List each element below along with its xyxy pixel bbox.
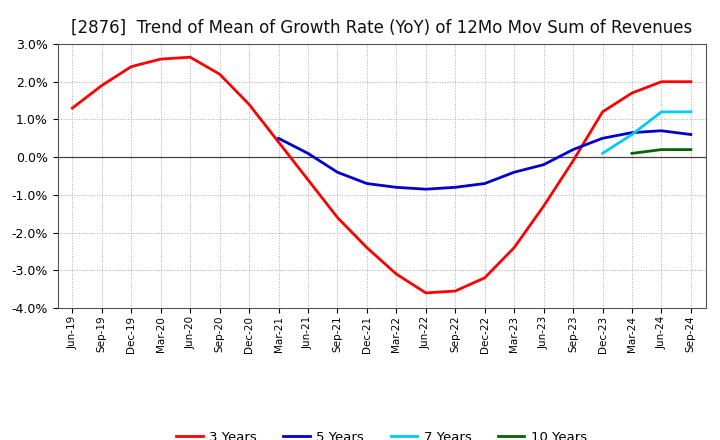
3 Years [156,56,165,62]
3 Years [333,215,342,220]
5 Years [333,169,342,175]
5 Years [451,185,459,190]
Line: 3 Years: 3 Years [72,57,691,293]
5 Years [598,136,607,141]
5 Years [657,128,666,133]
5 Years [274,136,283,141]
7 Years [628,132,636,137]
3 Years [274,139,283,145]
3 Years [510,245,518,250]
3 Years [245,102,253,107]
5 Years [569,147,577,152]
Line: 10 Years: 10 Years [632,150,691,154]
Title: [2876]  Trend of Mean of Growth Rate (YoY) of 12Mo Mov Sum of Revenues: [2876] Trend of Mean of Growth Rate (YoY… [71,19,692,37]
3 Years [657,79,666,84]
3 Years [97,83,106,88]
3 Years [186,55,194,60]
3 Years [392,271,400,277]
3 Years [451,288,459,293]
5 Years [304,151,312,156]
7 Years [657,109,666,114]
5 Years [687,132,696,137]
5 Years [539,162,548,167]
7 Years [598,151,607,156]
5 Years [628,130,636,135]
3 Years [215,72,224,77]
10 Years [628,151,636,156]
5 Years [421,187,430,192]
5 Years [480,181,489,186]
3 Years [480,275,489,280]
5 Years [510,169,518,175]
3 Years [539,204,548,209]
Line: 7 Years: 7 Years [603,112,691,154]
3 Years [569,158,577,164]
3 Years [687,79,696,84]
Legend: 3 Years, 5 Years, 7 Years, 10 Years: 3 Years, 5 Years, 7 Years, 10 Years [171,425,592,440]
3 Years [363,245,372,250]
3 Years [68,106,76,111]
10 Years [657,147,666,152]
7 Years [687,109,696,114]
10 Years [687,147,696,152]
3 Years [304,177,312,183]
3 Years [421,290,430,296]
3 Years [598,109,607,114]
5 Years [363,181,372,186]
3 Years [127,64,135,69]
3 Years [628,90,636,95]
5 Years [392,185,400,190]
Line: 5 Years: 5 Years [279,131,691,189]
